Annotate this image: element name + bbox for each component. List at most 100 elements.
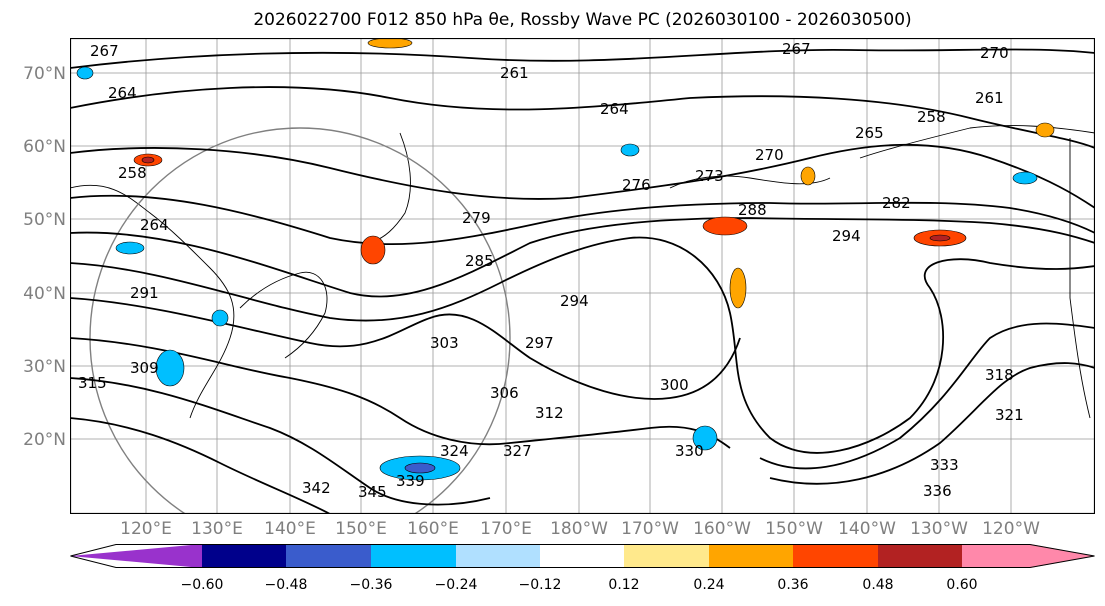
shade-blob-negative-3 <box>155 349 185 387</box>
contour-label: 264 <box>600 100 629 118</box>
contour-label: 258 <box>118 164 147 182</box>
colorbar <box>70 544 1095 568</box>
contour-label: 270 <box>980 44 1009 62</box>
contour-label: 342 <box>302 479 331 497</box>
map-panel: 267 267 270 264 261 264 258 261 258 265 … <box>70 38 1095 514</box>
shade-blob-negative-4 <box>692 425 718 451</box>
contour-label: 279 <box>462 209 491 227</box>
theta-e-contours <box>70 48 1095 514</box>
contour-label: 288 <box>738 201 767 219</box>
contour-label: 291 <box>130 284 159 302</box>
contour-label: 321 <box>995 406 1024 424</box>
shade-blob-positive-3 <box>702 216 748 236</box>
shade-blob-positive-8 <box>1035 122 1055 138</box>
contour-label: 303 <box>430 334 459 352</box>
contour-label: 285 <box>465 252 494 270</box>
colorbar-segment <box>286 544 371 568</box>
contour-label: 261 <box>500 64 529 82</box>
shade-blob-negative-6 <box>115 241 145 255</box>
contour-label: 336 <box>923 482 952 500</box>
colorbar-segment <box>709 544 793 568</box>
contour-label: 267 <box>90 42 119 60</box>
colorbar-tick: −0.60 <box>180 577 224 593</box>
contour-label: 339 <box>396 472 425 490</box>
contour-label: 273 <box>695 167 724 185</box>
contour-label: 312 <box>535 404 564 422</box>
chart-title: 2026022700 F012 850 hPa θe, Rossby Wave … <box>253 10 912 30</box>
colorbar-segment <box>1030 544 1095 568</box>
colorbar-tick: 0.60 <box>946 577 978 593</box>
contour-label: 297 <box>525 334 554 352</box>
colorbar-tick: 0.36 <box>777 577 809 593</box>
lon-label-170w: 170°W <box>621 519 679 539</box>
colorbar-segment <box>540 544 624 568</box>
shade-blob-negative-5 <box>1012 171 1038 185</box>
shade-blob-negative-7 <box>211 309 229 327</box>
colorbar-tick: −0.36 <box>349 577 393 593</box>
lon-label-140w: 140°W <box>838 519 896 539</box>
shade-blob-negative-8 <box>76 66 94 80</box>
contour-label: 264 <box>140 216 169 234</box>
colorbar-tick: 0.24 <box>693 577 725 593</box>
contour-label: 294 <box>560 292 589 310</box>
lat-label-60: 60°N <box>23 137 66 157</box>
colorbar-segment <box>962 544 1030 568</box>
colorbar-segment <box>456 544 540 568</box>
shade-blob-positive-2 <box>360 235 386 265</box>
contour-label: 345 <box>358 483 387 501</box>
contour-label: 306 <box>490 384 519 402</box>
shade-blob-positive-1-core <box>141 156 155 164</box>
contour-label: 324 <box>440 442 469 460</box>
contour-label: 276 <box>622 176 651 194</box>
colorbar-tick: −0.24 <box>434 577 478 593</box>
colorbar-tick: 0.48 <box>862 577 894 593</box>
contour-label: 270 <box>755 146 784 164</box>
contour-label: 330 <box>675 442 704 460</box>
colorbar-segment <box>878 544 962 568</box>
rossby-region-circle <box>89 127 511 514</box>
lon-label-160e: 160°E <box>407 519 459 539</box>
lon-label-170e: 170°E <box>480 519 532 539</box>
contour-label: 315 <box>78 374 107 392</box>
colorbar-segment <box>624 544 709 568</box>
colorbar-tick: −0.12 <box>518 577 562 593</box>
contour-label: 327 <box>503 442 532 460</box>
contour-label: 264 <box>108 84 137 102</box>
lat-label-30: 30°N <box>23 357 66 377</box>
contour-label: 265 <box>855 124 884 142</box>
map-frame <box>70 38 1095 514</box>
contour-label: 261 <box>975 89 1004 107</box>
colorbar-tick: −0.48 <box>264 577 308 593</box>
shade-blob-negative-1-core <box>404 462 436 474</box>
map-svg: 267 267 270 264 261 264 258 261 258 265 … <box>70 38 1095 514</box>
shade-blob-positive-6 <box>800 166 816 186</box>
colorbar-segment <box>371 544 456 568</box>
lon-label-180w: 180°W <box>550 519 608 539</box>
lat-label-40: 40°N <box>23 284 66 304</box>
contour-label: 282 <box>882 194 911 212</box>
colorbar-tick: 0.12 <box>608 577 640 593</box>
colorbar-segments <box>70 544 1095 568</box>
colorbar-segment <box>70 544 202 568</box>
shade-blob-positive-5 <box>729 267 747 309</box>
shade-blob-negative-2 <box>620 143 640 157</box>
contour-label: 258 <box>917 108 946 126</box>
lat-label-50: 50°N <box>23 210 66 230</box>
lon-label-150w: 150°W <box>765 519 823 539</box>
lon-label-130w: 130°W <box>910 519 968 539</box>
lat-label-20: 20°N <box>23 430 66 450</box>
colorbar-outline <box>70 544 1095 568</box>
contour-label: 309 <box>130 359 159 377</box>
colorbar-segment <box>202 544 286 568</box>
contour-label: 294 <box>832 227 861 245</box>
lon-label-160w: 160°W <box>693 519 751 539</box>
colorbar-svg <box>70 544 1095 568</box>
shade-blob-positive-7 <box>367 38 413 49</box>
lon-label-140e: 140°E <box>264 519 316 539</box>
lon-label-130e: 130°E <box>191 519 243 539</box>
lon-label-120e: 120°E <box>120 519 172 539</box>
contour-label: 318 <box>985 366 1014 384</box>
contour-label: 333 <box>930 456 959 474</box>
colorbar-segment <box>793 544 878 568</box>
lon-label-120w: 120°W <box>982 519 1040 539</box>
